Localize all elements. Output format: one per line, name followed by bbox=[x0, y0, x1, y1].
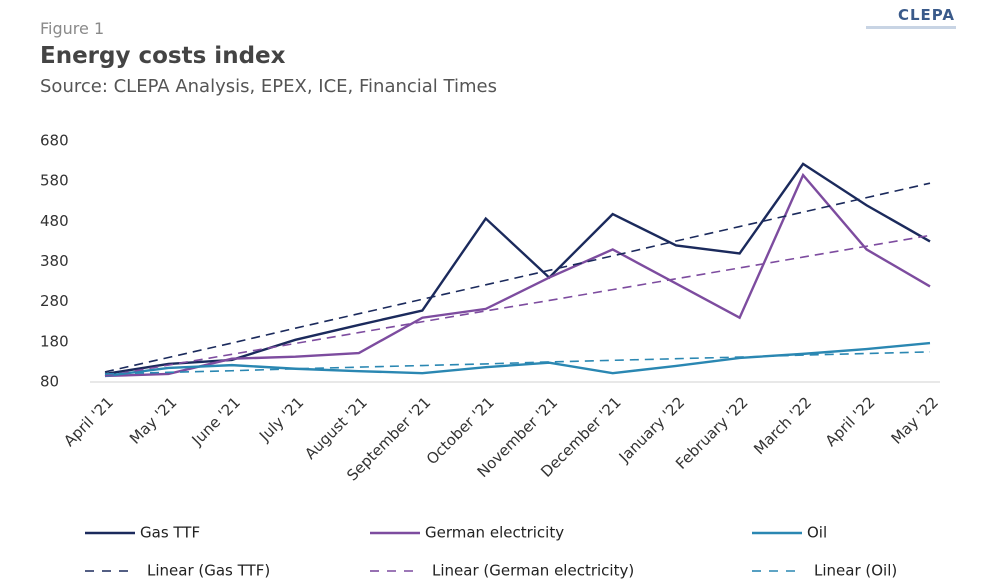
x-tick-label: March '22 bbox=[750, 393, 815, 458]
y-tick-label: 280 bbox=[40, 292, 69, 310]
x-tick-label: May '21 bbox=[126, 393, 180, 447]
y-tick-label: 180 bbox=[40, 332, 69, 350]
legend-label: Gas TTF bbox=[140, 524, 200, 542]
legend-label: Linear (Gas TTF) bbox=[147, 562, 270, 580]
x-tick-label: June '21 bbox=[188, 393, 244, 449]
legend-label: Linear (German electricity) bbox=[432, 562, 634, 580]
chart-subtitle: Source: CLEPA Analysis, EPEX, ICE, Finan… bbox=[40, 76, 497, 97]
legend-label: Linear (Oil) bbox=[814, 562, 897, 580]
series-line bbox=[104, 341, 931, 378]
trend-line bbox=[104, 234, 931, 377]
legend-label: Oil bbox=[807, 524, 827, 542]
x-tick-label: April '21 bbox=[60, 393, 117, 450]
x-tick-label: May '22 bbox=[888, 393, 942, 447]
series-line bbox=[104, 172, 931, 378]
logo: CLEPA bbox=[898, 6, 955, 24]
logo-tagline bbox=[866, 26, 956, 29]
y-tick-label: 480 bbox=[40, 212, 69, 230]
trend-line bbox=[104, 182, 931, 373]
y-tick-label: 580 bbox=[40, 172, 69, 190]
x-tick-label: July '21 bbox=[255, 393, 307, 445]
legend-label: German electricity bbox=[425, 524, 564, 542]
y-tick-label: 680 bbox=[40, 132, 69, 150]
trend-line bbox=[104, 351, 931, 375]
y-tick-label: 380 bbox=[40, 252, 69, 270]
x-tick-label: April '22 bbox=[822, 393, 879, 450]
chart-title: Energy costs index bbox=[40, 43, 286, 69]
figure-label: Figure 1 bbox=[40, 19, 104, 38]
y-tick-label: 80 bbox=[40, 373, 59, 391]
series-line bbox=[104, 162, 931, 376]
x-tick-label: August '21 bbox=[301, 393, 371, 463]
